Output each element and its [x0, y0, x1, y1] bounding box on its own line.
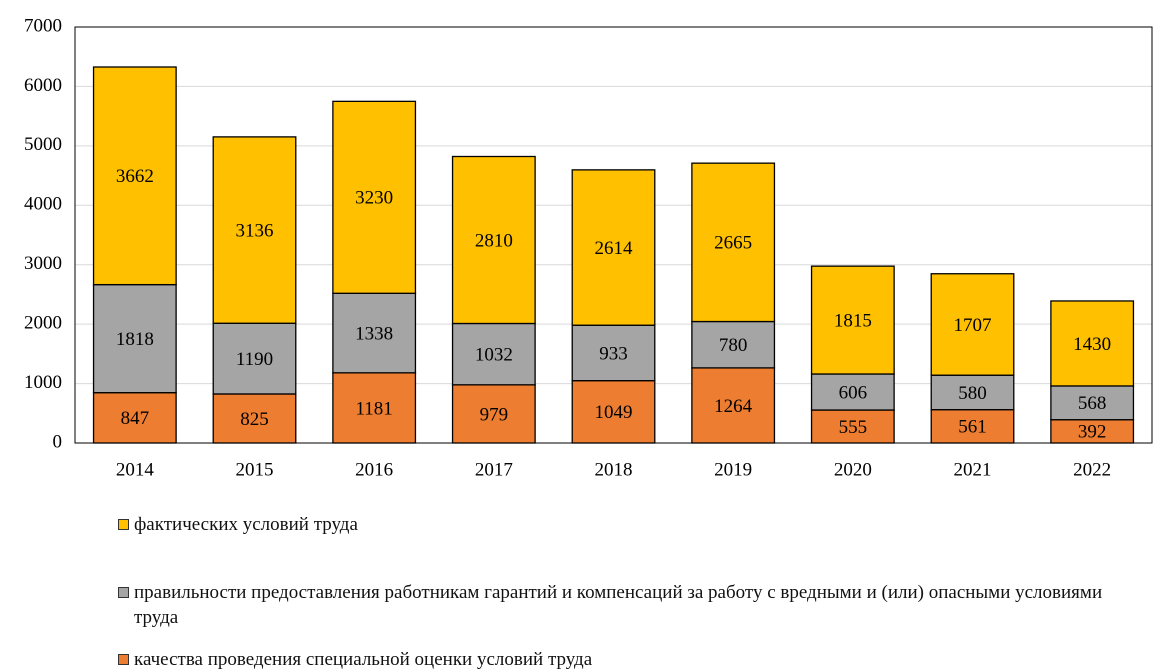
data-label: 3662	[116, 166, 154, 187]
data-label: 1190	[236, 349, 273, 370]
bar-segment	[930, 409, 1015, 444]
bar-segment	[1050, 385, 1135, 421]
legend-item: фактических условий труда	[118, 512, 1128, 537]
data-label: 3136	[236, 220, 274, 241]
data-label: 606	[839, 382, 868, 403]
data-label: 555	[839, 417, 868, 438]
bar-segment	[571, 324, 656, 382]
x-tick-label: 2015	[236, 459, 274, 480]
bar-segment	[92, 66, 177, 286]
data-label: 1818	[116, 329, 154, 350]
y-tick-label: 1000	[24, 372, 62, 393]
legend-swatch	[118, 587, 129, 598]
data-label: 847	[121, 408, 150, 429]
bar-segment	[332, 372, 417, 444]
x-tick-label: 2018	[595, 459, 633, 480]
y-tick-label: 4000	[24, 194, 62, 215]
y-tick-label: 6000	[24, 75, 62, 96]
bar-segment	[810, 265, 895, 375]
data-label: 825	[240, 409, 269, 430]
x-tick-label: 2022	[1073, 459, 1111, 480]
data-label: 2614	[595, 238, 634, 259]
x-tick-label: 2021	[954, 459, 992, 480]
x-tick-label: 2020	[834, 459, 872, 480]
data-label: 1032	[475, 345, 513, 366]
bar-segment	[930, 273, 1015, 376]
data-label: 2665	[714, 233, 752, 254]
data-label: 1181	[356, 398, 393, 419]
data-label: 580	[958, 383, 987, 404]
legend-item: правильности предоставления работникам г…	[118, 580, 1128, 630]
data-label: 3230	[355, 188, 393, 209]
y-tick-label: 3000	[24, 253, 62, 274]
legend-swatch	[118, 654, 129, 665]
x-tick-label: 2019	[714, 459, 752, 480]
data-label: 933	[599, 343, 628, 364]
data-label: 1430	[1073, 334, 1111, 355]
x-tick-label: 2017	[475, 459, 513, 480]
y-tick-label: 5000	[24, 134, 62, 155]
data-label: 561	[958, 417, 987, 438]
legend-item: качества проведения специальной оценки у…	[118, 647, 1128, 672]
bar-segment	[92, 392, 177, 444]
chart: 0 1000 2000 3000 4000 5000 6000 7000 2014 847 1818…	[24, 15, 1153, 480]
bar-segment	[810, 409, 895, 444]
data-label: 1049	[595, 402, 633, 423]
y-tick-label: 7000	[24, 15, 62, 36]
bar-segment	[691, 162, 776, 323]
bar-segment	[571, 380, 656, 444]
y-tick-label: 0	[53, 431, 63, 452]
bar-segment	[451, 155, 536, 325]
data-label: 1338	[355, 323, 393, 344]
data-label: 1264	[714, 396, 753, 417]
legend-swatch	[118, 519, 129, 530]
bar-segment	[691, 320, 776, 369]
legend-label: правильности предоставления работникам г…	[134, 582, 1103, 628]
bar-segment	[332, 292, 417, 374]
legend-label: качества проведения специальной оценки у…	[134, 649, 593, 670]
data-label: 780	[719, 335, 748, 356]
legend-label: фактических условий труда	[134, 514, 358, 535]
data-label: 568	[1078, 393, 1107, 414]
bar-segment	[212, 136, 297, 324]
x-tick-label: 2014	[116, 459, 155, 480]
bar-segment	[451, 322, 536, 386]
y-tick-label: 2000	[24, 313, 62, 334]
data-label: 1815	[834, 310, 872, 331]
x-tick-label: 2016	[355, 459, 393, 480]
data-label: 392	[1078, 422, 1107, 443]
bar-segment	[571, 169, 656, 326]
data-label: 2810	[475, 230, 513, 251]
data-label: 979	[480, 404, 509, 425]
data-label: 1707	[954, 315, 992, 336]
bar-segment	[691, 367, 776, 444]
bar-segment	[332, 100, 417, 294]
bar-segment	[1050, 300, 1135, 387]
